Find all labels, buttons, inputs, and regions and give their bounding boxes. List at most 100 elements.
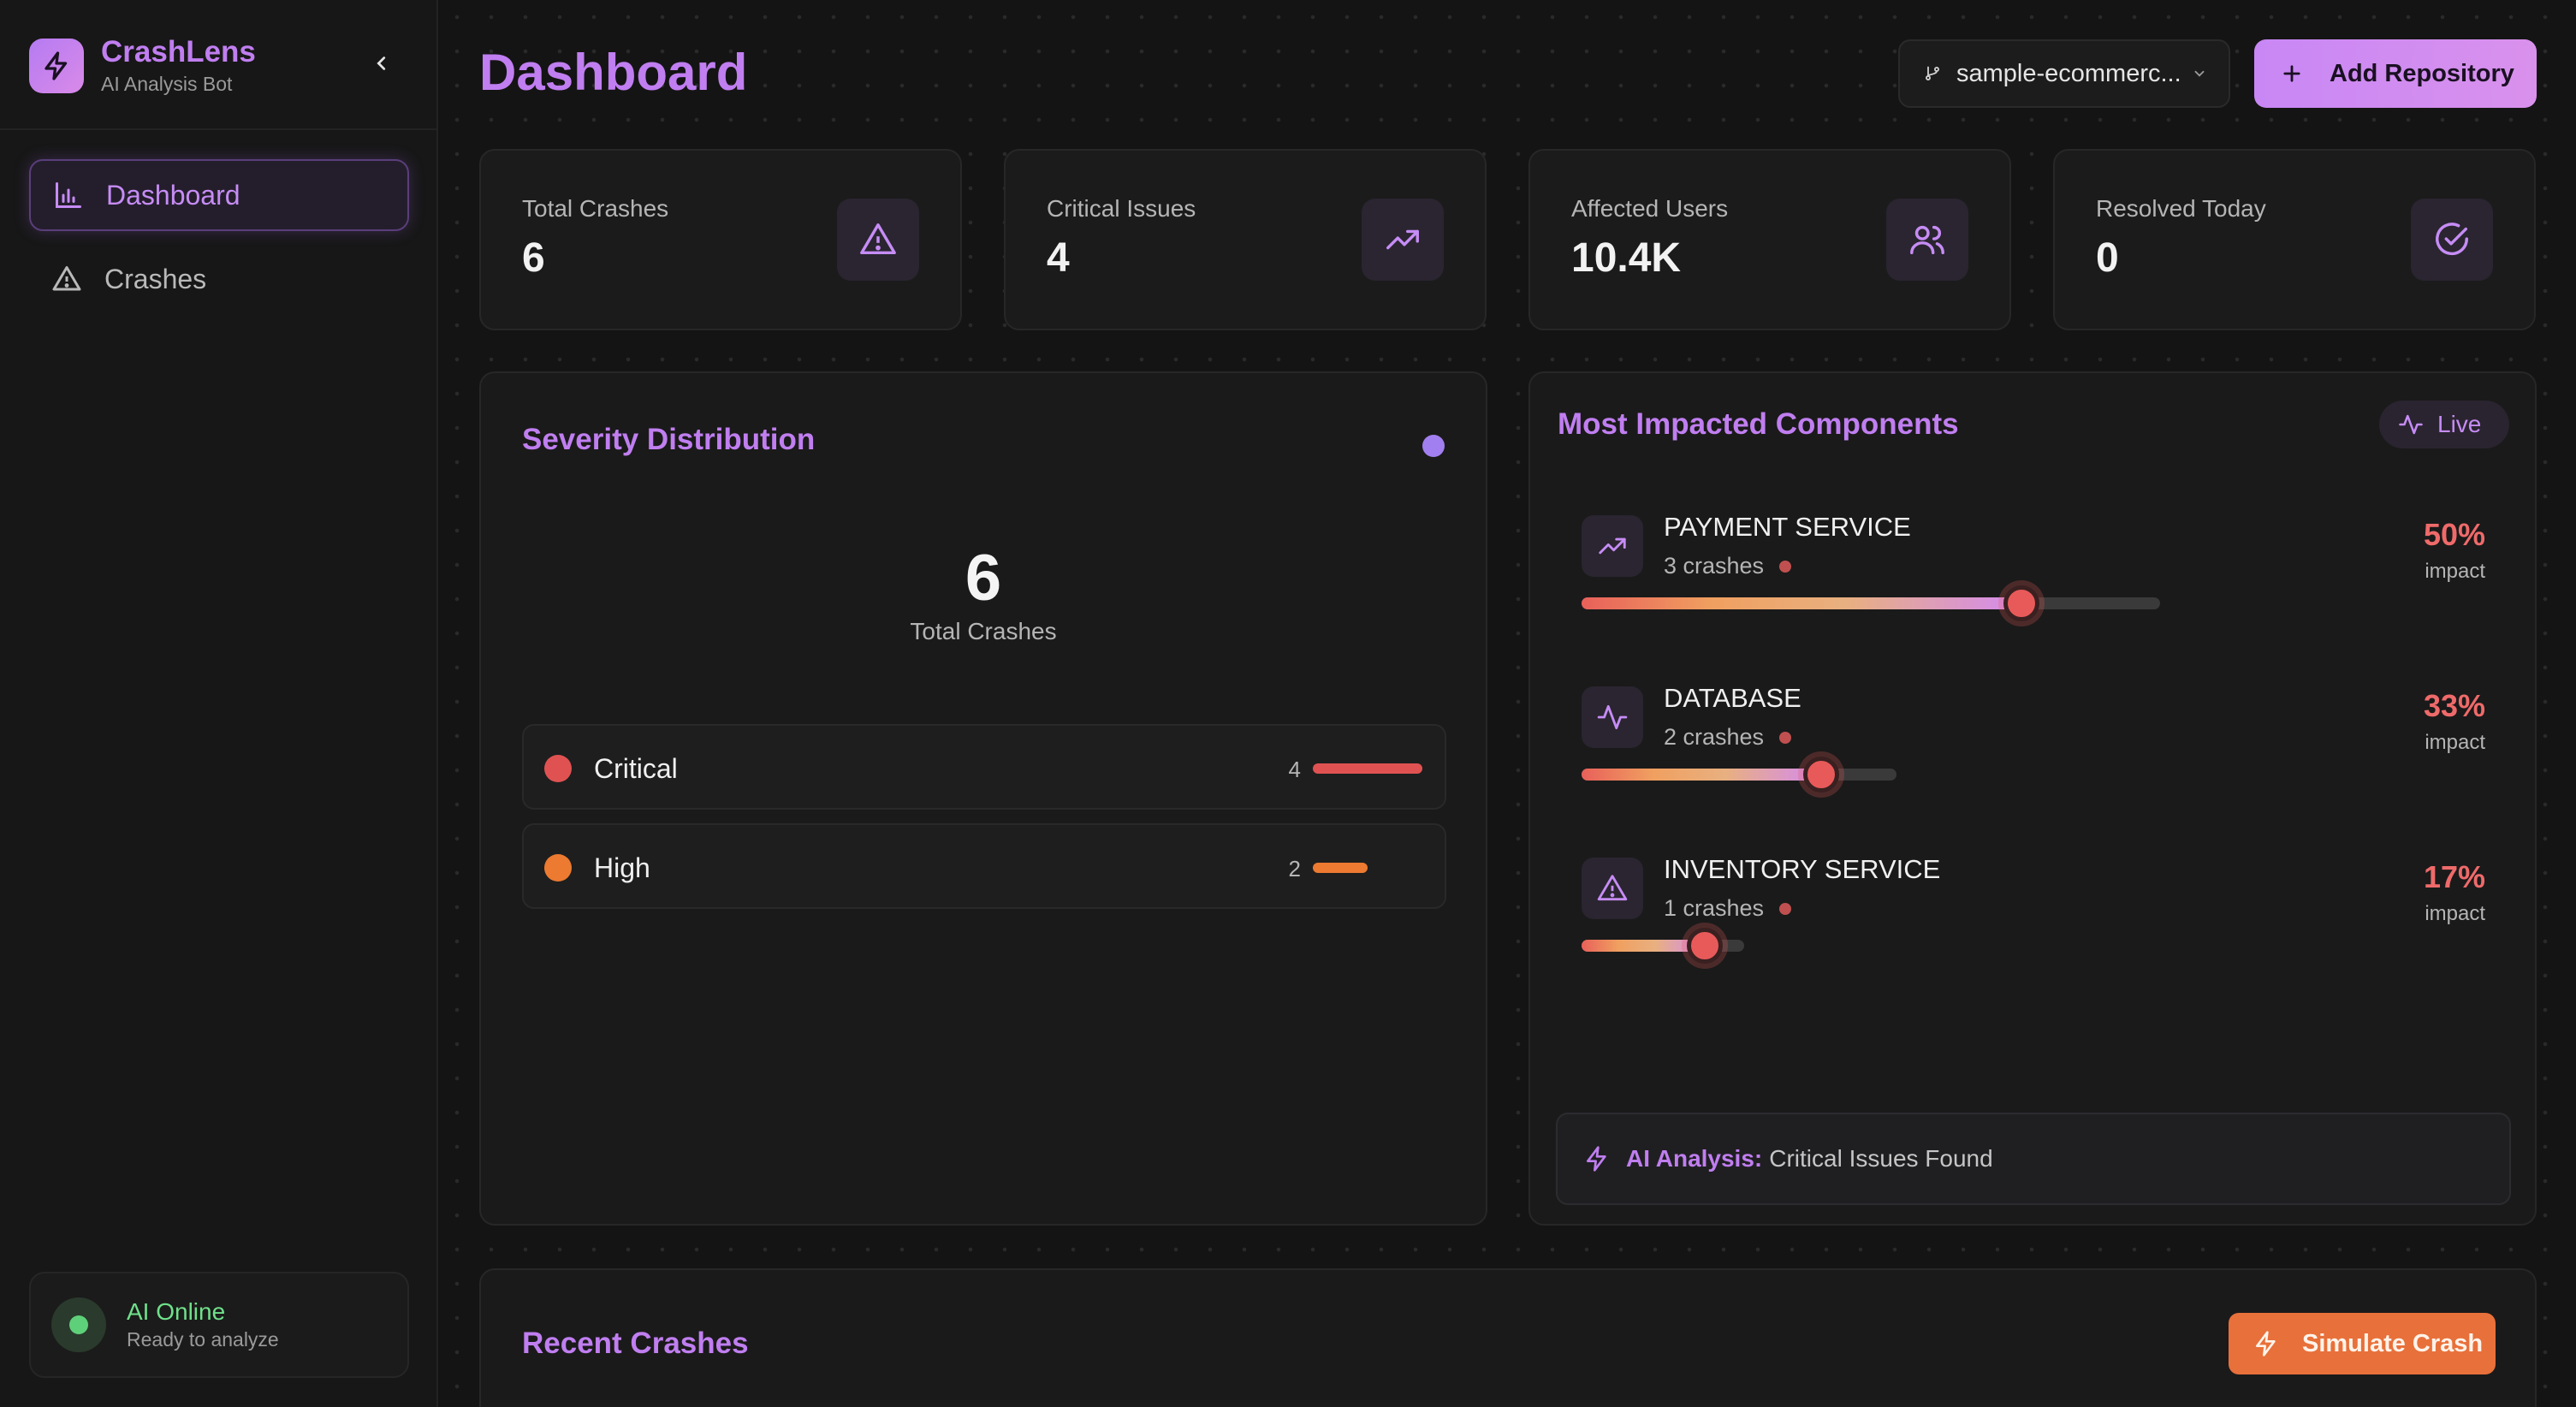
ai-status-subtitle: Ready to analyze <box>127 1328 279 1351</box>
activity-icon <box>1582 686 1643 748</box>
stat-card-affected-users: Affected Users 10.4K <box>1528 149 2011 330</box>
severity-bar <box>1313 863 1422 873</box>
critical-dot <box>544 755 572 782</box>
component-crash-count: 3 crashes <box>1664 553 1792 579</box>
high-dot <box>544 854 572 882</box>
stat-label: Critical Issues <box>1047 195 1196 222</box>
simulate-crash-button[interactable]: Simulate Crash <box>2229 1313 2496 1374</box>
plus-icon <box>2283 65 2300 82</box>
component-impact-slider[interactable] <box>1582 757 1896 793</box>
lightning-icon <box>29 39 84 93</box>
sidebar-item-dashboard[interactable]: Dashboard <box>29 159 409 231</box>
warning-icon <box>1582 858 1643 919</box>
stat-card-total-crashes: Total Crashes 6 <box>479 149 962 330</box>
component-crash-count: 2 crashes <box>1664 724 1792 751</box>
sidebar-item-crashes[interactable]: Crashes <box>29 243 409 315</box>
add-repository-button[interactable]: Add Repository <box>2254 39 2537 108</box>
component-crash-count: 1 crashes <box>1664 895 1792 922</box>
ai-analysis-banner[interactable]: AI Analysis: Critical Issues Found <box>1556 1113 2511 1205</box>
users-icon <box>1886 199 1968 281</box>
slider-handle[interactable] <box>2003 585 2039 621</box>
brand-subtitle: AI Analysis Bot <box>101 73 233 95</box>
stat-label: Total Crashes <box>522 195 669 222</box>
stat-value: 0 <box>2096 235 2119 281</box>
severity-distribution-panel: Severity Distribution 6 Total Crashes Cr… <box>479 371 1487 1226</box>
sidebar-item-label: Crashes <box>104 263 207 294</box>
component-name: DATABASE <box>1664 683 1801 713</box>
main-content: Dashboard sample-ecommerc... Add Reposit… <box>440 0 2576 1407</box>
severity-name: High <box>594 852 650 883</box>
component-inventory-service[interactable]: INVENTORY SERVICE 1 crashes 17% impact <box>1556 832 2511 986</box>
severity-total-label: Total Crashes <box>910 618 1057 644</box>
sidebar-item-label: Dashboard <box>106 179 240 211</box>
activity-icon <box>2399 414 2423 435</box>
recent-crashes-title: Recent Crashes <box>522 1327 749 1360</box>
slider-handle[interactable] <box>1687 928 1724 964</box>
component-database[interactable]: DATABASE 2 crashes 33% impact <box>1556 661 2511 815</box>
recent-crashes-panel: Recent Crashes Simulate Crash <box>479 1268 2537 1407</box>
chevron-left-icon <box>377 56 386 70</box>
stat-label: Resolved Today <box>2096 195 2266 222</box>
component-name: PAYMENT SERVICE <box>1664 512 1911 542</box>
component-impact-label: impact <box>2425 560 2485 583</box>
collapse-sidebar-button[interactable] <box>366 48 397 79</box>
component-impact-label: impact <box>2425 902 2485 925</box>
component-impact-fill <box>1582 940 1706 952</box>
warning-icon <box>837 199 919 281</box>
add-repository-label: Add Repository <box>2330 59 2514 87</box>
git-branch-icon <box>1926 66 1939 80</box>
stat-card-resolved-today: Resolved Today 0 <box>2053 149 2536 330</box>
component-name: INVENTORY SERVICE <box>1664 854 1941 884</box>
component-impact-fill <box>1582 597 2021 609</box>
live-label: Live <box>2437 411 2482 437</box>
status-indicator <box>51 1297 106 1352</box>
component-impact-percent: 50% <box>2423 517 2485 552</box>
brand-name: CrashLens <box>101 35 256 68</box>
sidebar: CrashLens AI Analysis Bot Dashboard Cras… <box>0 0 438 1407</box>
sidebar-divider <box>0 128 436 130</box>
component-impact-slider[interactable] <box>1582 928 1744 964</box>
component-impact-label: impact <box>2425 731 2485 754</box>
impacted-components-panel: Most Impacted Components Live PAYMENT SE… <box>1528 371 2537 1226</box>
component-crash-count-text: 3 crashes <box>1664 553 1765 579</box>
repository-select[interactable]: sample-ecommerc... <box>1898 39 2230 108</box>
component-crash-count-text: 2 crashes <box>1664 724 1765 750</box>
slider-handle[interactable] <box>1802 757 1839 793</box>
stat-card-critical-issues: Critical Issues 4 <box>1004 149 1487 330</box>
bar-chart-icon <box>56 182 81 208</box>
trending-up-icon <box>1362 199 1444 281</box>
components-title: Most Impacted Components <box>1558 407 1959 441</box>
stat-label: Affected Users <box>1571 195 1729 222</box>
ai-analysis-label: AI Analysis: <box>1626 1145 1763 1172</box>
severity-count: 4 <box>1288 757 1301 782</box>
page-title: Dashboard <box>479 44 748 101</box>
check-circle-icon <box>2411 199 2493 281</box>
component-impact-slider[interactable] <box>1582 585 2160 621</box>
severity-row-critical[interactable]: Critical 4 <box>522 724 1446 810</box>
chevron-down-icon <box>2194 70 2205 77</box>
component-impact-percent: 33% <box>2423 688 2485 723</box>
severity-bar <box>1313 763 1422 774</box>
ai-status-title: AI Online <box>127 1298 226 1325</box>
repository-select-value: sample-ecommerc... <box>1956 59 2181 87</box>
ai-status-card: AI Online Ready to analyze <box>29 1272 409 1378</box>
simulate-crash-label: Simulate Crash <box>2302 1329 2484 1357</box>
live-badge[interactable]: Live <box>2379 401 2509 448</box>
severity-name: Critical <box>594 753 678 784</box>
severity-title: Severity Distribution <box>522 423 816 456</box>
lightning-icon <box>1587 1146 1606 1172</box>
severity-row-high[interactable]: High 2 <box>522 823 1446 909</box>
brand[interactable]: CrashLens AI Analysis Bot <box>29 35 256 95</box>
component-payment-service[interactable]: PAYMENT SERVICE 3 crashes 50% impact <box>1556 490 2511 644</box>
severity-indicator-dot <box>1422 435 1445 457</box>
severity-count: 2 <box>1288 856 1301 882</box>
component-impact-fill <box>1582 769 1821 781</box>
stat-value: 10.4K <box>1571 235 1682 281</box>
ai-analysis-value: Critical Issues Found <box>1769 1145 1993 1172</box>
lightning-icon <box>2256 1331 2276 1357</box>
stat-value: 6 <box>522 235 545 281</box>
severity-total: 6 <box>965 542 1002 614</box>
stat-value: 4 <box>1047 235 1070 281</box>
component-impact-percent: 17% <box>2423 859 2485 894</box>
component-crash-count-text: 1 crashes <box>1664 895 1765 921</box>
